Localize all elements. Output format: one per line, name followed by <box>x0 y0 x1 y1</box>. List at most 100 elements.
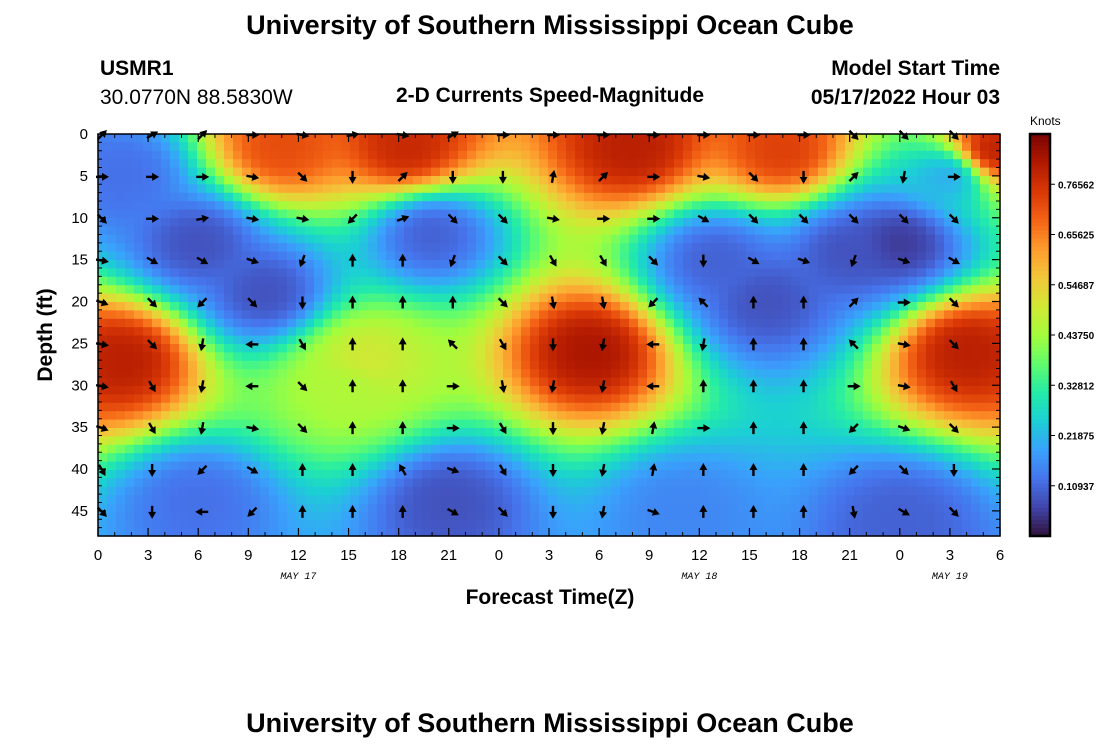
heatmap-cell <box>179 402 189 412</box>
heatmap-cell <box>863 394 873 404</box>
current-arrow <box>748 213 759 224</box>
heatmap-cell <box>107 411 117 421</box>
heatmap-cell <box>206 428 216 437</box>
heatmap-cell <box>944 209 954 219</box>
heatmap-cell <box>764 478 774 488</box>
heatmap-cell <box>359 444 369 454</box>
heatmap-cell <box>287 402 297 412</box>
heatmap-cell <box>296 318 306 328</box>
heatmap-cell <box>521 344 531 353</box>
heatmap-cell <box>629 470 639 479</box>
heatmap-cell <box>269 226 279 236</box>
heatmap-cell <box>791 302 801 311</box>
heatmap-cell <box>98 428 108 437</box>
heatmap-cell <box>296 159 306 169</box>
heatmap-cell <box>449 360 459 370</box>
heatmap-cell <box>665 134 675 143</box>
heatmap-cell <box>971 428 981 437</box>
heatmap-cell <box>872 352 882 362</box>
heatmap-cell <box>503 226 513 236</box>
heatmap-cell <box>404 243 414 253</box>
heatmap-cell <box>287 411 297 421</box>
heatmap-cell <box>926 402 936 412</box>
heatmap-cell <box>269 310 279 320</box>
heatmap-cell <box>881 402 891 412</box>
heatmap-cell <box>314 192 324 202</box>
heatmap-cell <box>746 134 756 143</box>
heatmap-cell <box>638 318 648 328</box>
heatmap-cell <box>845 444 855 454</box>
heatmap-cell <box>233 218 243 227</box>
heatmap-cell <box>854 461 864 471</box>
heatmap-cell <box>314 402 324 412</box>
heatmap-cell <box>656 461 666 471</box>
heatmap-cell <box>116 150 126 160</box>
heatmap-cell <box>548 251 558 261</box>
heatmap-cell <box>242 470 252 479</box>
heatmap-cell <box>971 134 981 143</box>
heatmap-cell <box>971 360 981 370</box>
heatmap-cell <box>503 176 513 185</box>
heatmap-cell <box>620 226 630 236</box>
heatmap-cell <box>872 520 882 530</box>
heatmap-cell <box>107 192 117 202</box>
heatmap-cell <box>278 209 288 219</box>
heatmap-cell <box>971 318 981 328</box>
heatmap-cell <box>143 461 153 471</box>
heatmap-cell <box>368 520 378 530</box>
heatmap-cell <box>971 167 981 177</box>
heatmap-cell <box>746 470 756 479</box>
heatmap-cell <box>908 419 918 429</box>
heatmap-cell <box>656 293 666 303</box>
heatmap-cell <box>494 486 504 496</box>
heatmap-cell <box>305 528 315 537</box>
heatmap-cell <box>629 461 639 471</box>
heatmap-cell <box>611 192 621 202</box>
heatmap-cell <box>773 461 783 471</box>
heatmap-cell <box>269 209 279 219</box>
heatmap-cell <box>188 512 198 521</box>
heatmap-cell <box>503 134 513 143</box>
heatmap-cell <box>926 276 936 286</box>
heatmap-cell <box>836 377 846 387</box>
heatmap-cell <box>224 453 234 463</box>
heatmap-cell <box>683 444 693 454</box>
heatmap-cell <box>413 335 423 345</box>
heatmap-cell <box>962 436 972 446</box>
heatmap-cell <box>818 503 828 513</box>
heatmap-cell <box>116 293 126 303</box>
heatmap-cell <box>818 520 828 530</box>
heatmap-cell <box>422 470 432 479</box>
heatmap-cell <box>638 394 648 404</box>
heatmap-cell <box>692 360 702 370</box>
heatmap-cell <box>440 470 450 479</box>
heatmap-cell <box>494 402 504 412</box>
current-arrow <box>799 379 808 393</box>
heatmap-cell <box>566 411 576 421</box>
heatmap-cell <box>413 360 423 370</box>
heatmap-cell <box>152 268 162 278</box>
heatmap-cell <box>881 159 891 169</box>
heatmap-cell <box>206 503 216 513</box>
heatmap-cell <box>944 503 954 513</box>
heatmap-cell <box>719 327 729 337</box>
heatmap-cell <box>611 369 621 379</box>
heatmap-cell <box>926 150 936 160</box>
heatmap-cell <box>98 327 108 337</box>
heatmap-cell <box>98 360 108 370</box>
heatmap-cell <box>314 486 324 496</box>
heatmap-cell <box>377 176 387 185</box>
heatmap-cell <box>260 293 270 303</box>
heatmap-cell <box>530 134 540 143</box>
heatmap-cell <box>368 293 378 303</box>
heatmap-cell <box>431 142 441 152</box>
heatmap-cell <box>359 360 369 370</box>
heatmap-cell <box>467 150 477 160</box>
heatmap-cell <box>539 394 549 404</box>
heatmap-cell <box>350 428 360 437</box>
heatmap-cell <box>242 142 252 152</box>
heatmap-cell <box>161 335 171 345</box>
heatmap-cell <box>242 276 252 286</box>
heatmap-cell <box>863 293 873 303</box>
heatmap-cell <box>692 428 702 437</box>
